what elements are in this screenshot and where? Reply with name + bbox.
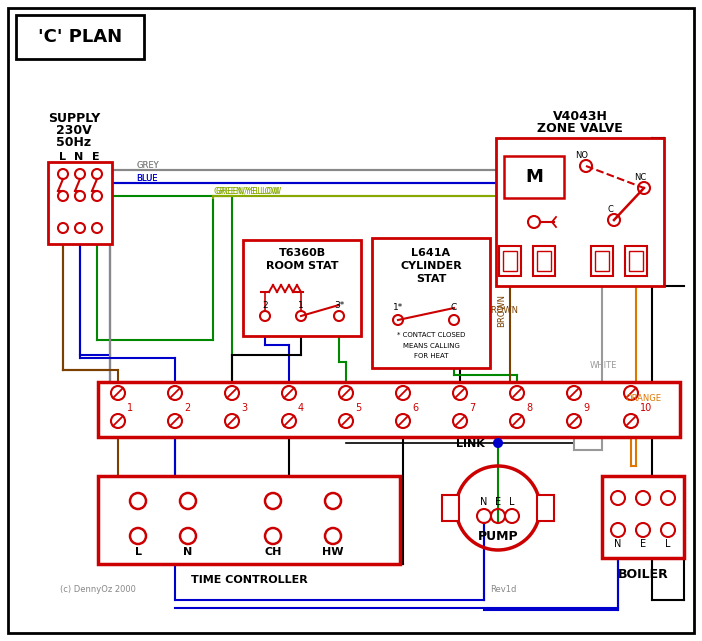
Text: CYLINDER: CYLINDER xyxy=(400,261,462,271)
Text: E: E xyxy=(92,152,100,162)
Text: 3*: 3* xyxy=(334,301,344,310)
Text: WHITE: WHITE xyxy=(590,360,617,369)
FancyBboxPatch shape xyxy=(16,15,144,59)
Text: V4043H: V4043H xyxy=(552,110,607,122)
Text: HW: HW xyxy=(322,547,344,557)
Text: 2: 2 xyxy=(184,403,190,413)
Text: CH: CH xyxy=(265,547,282,557)
Text: 4: 4 xyxy=(298,403,304,413)
FancyBboxPatch shape xyxy=(442,495,459,521)
Text: 230V: 230V xyxy=(56,124,92,137)
Text: C: C xyxy=(451,303,457,312)
Text: 6: 6 xyxy=(412,403,418,413)
Text: PUMP: PUMP xyxy=(477,529,518,542)
Text: 1*: 1* xyxy=(393,303,403,312)
Text: N: N xyxy=(614,539,622,549)
Text: E: E xyxy=(640,539,646,549)
Text: SUPPLY: SUPPLY xyxy=(48,112,100,124)
Text: 1: 1 xyxy=(127,403,133,413)
Text: MEANS CALLING: MEANS CALLING xyxy=(402,343,459,349)
Text: E: E xyxy=(495,497,501,507)
Text: TIME CONTROLLER: TIME CONTROLLER xyxy=(191,575,307,585)
Text: 10: 10 xyxy=(640,403,652,413)
FancyBboxPatch shape xyxy=(496,138,664,286)
Text: 5: 5 xyxy=(355,403,362,413)
Text: L: L xyxy=(135,547,142,557)
Text: (c) DennyOz 2000: (c) DennyOz 2000 xyxy=(60,585,136,594)
Text: ORANGE: ORANGE xyxy=(626,394,662,403)
Circle shape xyxy=(494,439,502,447)
Text: L: L xyxy=(665,539,670,549)
Text: 1: 1 xyxy=(298,301,304,310)
Text: L: L xyxy=(509,497,515,507)
FancyBboxPatch shape xyxy=(243,240,361,336)
Text: BROWN: BROWN xyxy=(498,294,507,326)
Text: LINK: LINK xyxy=(456,439,484,449)
Text: 2: 2 xyxy=(262,301,267,310)
FancyBboxPatch shape xyxy=(98,382,680,437)
FancyBboxPatch shape xyxy=(503,251,517,271)
FancyBboxPatch shape xyxy=(537,251,551,271)
Text: L: L xyxy=(58,152,65,162)
Text: T6360B: T6360B xyxy=(279,248,326,258)
Text: 50Hz: 50Hz xyxy=(56,135,91,149)
Text: N: N xyxy=(480,497,488,507)
Text: C: C xyxy=(607,204,613,213)
Text: * CONTACT CLOSED: * CONTACT CLOSED xyxy=(397,332,465,338)
FancyBboxPatch shape xyxy=(8,8,694,633)
Text: L641A: L641A xyxy=(411,248,451,258)
FancyBboxPatch shape xyxy=(48,162,112,244)
FancyBboxPatch shape xyxy=(499,246,521,276)
Text: NO: NO xyxy=(576,151,588,160)
Text: FOR HEAT: FOR HEAT xyxy=(413,353,449,359)
Text: 7: 7 xyxy=(469,403,475,413)
Text: N: N xyxy=(74,152,84,162)
FancyBboxPatch shape xyxy=(504,156,564,198)
FancyBboxPatch shape xyxy=(372,238,490,368)
Text: M: M xyxy=(525,168,543,186)
Text: GREY: GREY xyxy=(136,160,159,169)
FancyBboxPatch shape xyxy=(533,246,555,276)
Text: 3: 3 xyxy=(241,403,247,413)
Text: N: N xyxy=(183,547,192,557)
Text: ROOM STAT: ROOM STAT xyxy=(266,261,338,271)
Text: 'C' PLAN: 'C' PLAN xyxy=(38,28,122,46)
Text: BLUE: BLUE xyxy=(136,174,157,183)
FancyBboxPatch shape xyxy=(602,476,684,558)
FancyBboxPatch shape xyxy=(591,246,613,276)
Text: 8: 8 xyxy=(526,403,532,413)
FancyBboxPatch shape xyxy=(625,246,647,276)
Text: GREEN/YELLOW: GREEN/YELLOW xyxy=(215,187,282,196)
Text: GREEN/YELLOW: GREEN/YELLOW xyxy=(213,187,279,196)
Text: 9: 9 xyxy=(583,403,589,413)
FancyBboxPatch shape xyxy=(98,476,400,564)
FancyBboxPatch shape xyxy=(537,495,554,521)
FancyBboxPatch shape xyxy=(629,251,643,271)
Text: NC: NC xyxy=(634,172,646,181)
Text: Rev1d: Rev1d xyxy=(490,585,517,594)
Text: STAT: STAT xyxy=(416,274,446,284)
Text: BROWN: BROWN xyxy=(486,306,519,315)
Text: GREY: GREY xyxy=(136,160,159,169)
Text: ZONE VALVE: ZONE VALVE xyxy=(537,122,623,135)
Text: BOILER: BOILER xyxy=(618,567,668,581)
Text: BLUE: BLUE xyxy=(136,174,157,183)
FancyBboxPatch shape xyxy=(595,251,609,271)
